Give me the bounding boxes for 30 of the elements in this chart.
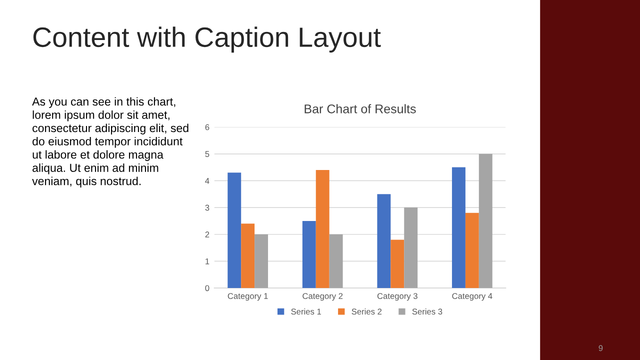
y-tick-label: 4 (205, 178, 210, 184)
y-tick-label: 5 (205, 151, 210, 157)
bar (316, 170, 330, 288)
bar (241, 224, 255, 288)
chart-title: Bar Chart of Results (304, 104, 416, 114)
legend-label: Series 3 (412, 308, 442, 315)
bar (302, 220, 316, 288)
x-tick-label: Category 3 (377, 293, 418, 301)
bar (254, 234, 268, 288)
bar (404, 208, 418, 288)
bar (465, 212, 479, 288)
bar (377, 194, 391, 288)
y-tick-label: 6 (205, 124, 210, 130)
bar (329, 234, 343, 288)
text: 9 (598, 345, 603, 352)
x-tick-label: Category 1 (228, 293, 268, 301)
y-tick-label: 3 (205, 204, 210, 211)
legend-label: Series 2 (352, 308, 382, 315)
bar (390, 240, 404, 288)
text: As you can see in this chart, lorem ipsum dolor sit amet, consectetur adipiscing elit, sed do eiusmod tempor incididunt ut labore et dolore magna aliqua. Ut enim ad minim veniam, quis nostrud. (32, 97, 188, 188)
y-tick-label: 2 (205, 232, 210, 238)
bar (452, 167, 466, 288)
bar (478, 154, 492, 288)
x-tick-label: Category 4 (452, 293, 492, 301)
text: Content with Caption Layout (33, 26, 381, 53)
bar (228, 172, 242, 288)
y-tick-label: 1 (206, 258, 210, 264)
legend-label: Series 1 (291, 308, 321, 315)
x-tick-label: Category 2 (302, 293, 343, 301)
y-tick-label: 0 (205, 285, 210, 292)
